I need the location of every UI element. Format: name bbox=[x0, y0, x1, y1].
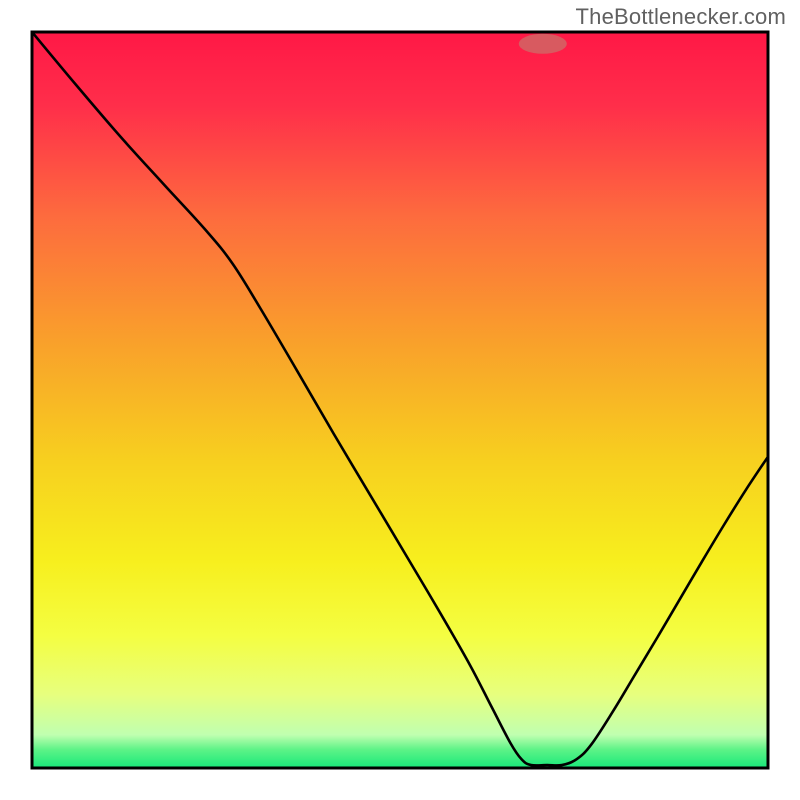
bottleneck-curve-plot bbox=[0, 0, 800, 800]
optimal-marker bbox=[519, 34, 567, 54]
watermark-label: TheBottlenecker.com bbox=[576, 4, 786, 30]
chart-container: TheBottlenecker.com bbox=[0, 0, 800, 800]
plot-background bbox=[32, 32, 768, 768]
